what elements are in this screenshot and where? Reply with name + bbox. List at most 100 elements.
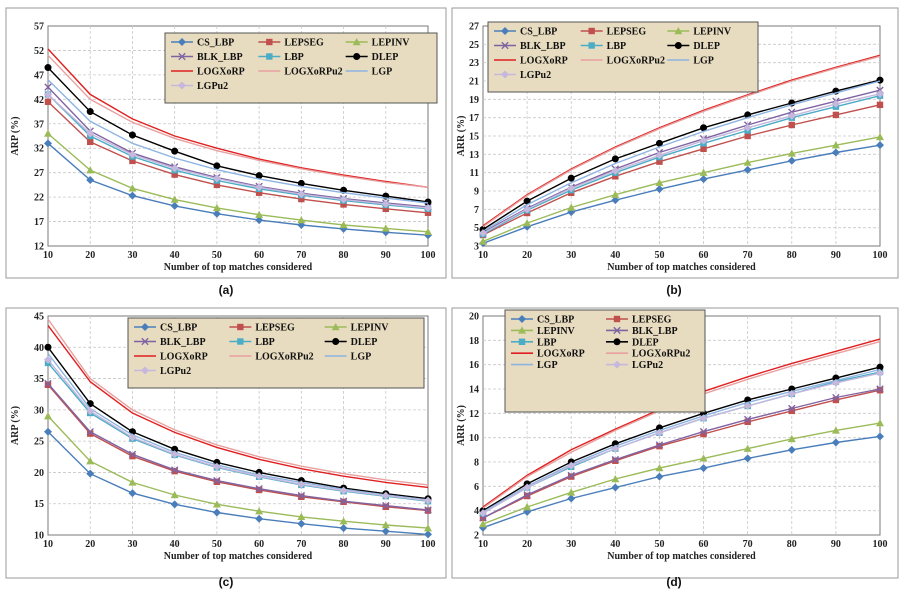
data-point bbox=[340, 201, 347, 208]
legend-label: DLEP bbox=[351, 337, 378, 348]
legend-marker bbox=[178, 38, 186, 46]
legend-label: LEPINV bbox=[537, 326, 576, 337]
data-point bbox=[832, 393, 840, 402]
data-point bbox=[699, 175, 708, 184]
data-point bbox=[424, 209, 432, 216]
data-point bbox=[523, 503, 532, 511]
series-dlep bbox=[44, 343, 432, 503]
data-point bbox=[381, 199, 390, 208]
data-point bbox=[876, 132, 884, 141]
legend-marker bbox=[332, 337, 340, 345]
legend-item-logxorp: LOGXoRP bbox=[171, 67, 245, 78]
data-point bbox=[567, 494, 576, 503]
data-point bbox=[424, 203, 432, 212]
y-tick-label: 21 bbox=[469, 77, 479, 88]
data-point bbox=[479, 229, 487, 238]
legend-box bbox=[487, 21, 759, 93]
legend-label: LGP bbox=[693, 56, 714, 67]
data-point bbox=[44, 90, 52, 99]
y-tick-label: 25 bbox=[34, 437, 44, 448]
series-logxorpu2 bbox=[47, 318, 429, 486]
y-axis-label: ARP (%) bbox=[10, 116, 21, 155]
data-point bbox=[611, 483, 620, 492]
legend-item-blk_lbp: BLK_LBP bbox=[606, 326, 678, 337]
y-tick-label: 5 bbox=[474, 223, 479, 234]
data-point bbox=[382, 501, 390, 510]
series-lgpu2 bbox=[44, 355, 432, 505]
legend-marker bbox=[518, 326, 526, 334]
x-tick-label: 60 bbox=[699, 539, 709, 550]
legend-label: BLK_LBP bbox=[632, 326, 678, 337]
legend-label: LBP bbox=[284, 52, 303, 63]
data-point bbox=[170, 500, 179, 509]
x-tick-label: 90 bbox=[381, 250, 391, 261]
series-line bbox=[47, 353, 429, 501]
y-tick-label: 19 bbox=[469, 95, 479, 106]
legend-marker bbox=[674, 41, 682, 49]
data-point bbox=[44, 427, 52, 436]
legend-label: LOGXoRPu2 bbox=[632, 349, 690, 360]
series-logxorp bbox=[482, 54, 881, 227]
x-tick-label: 100 bbox=[873, 250, 888, 261]
series-line bbox=[482, 388, 881, 519]
data-point bbox=[567, 471, 575, 480]
panel-caption: (d) bbox=[666, 575, 681, 589]
series-lgp bbox=[47, 353, 429, 501]
data-point bbox=[86, 457, 95, 465]
data-point bbox=[567, 203, 576, 211]
legend-item-lgp: LGP bbox=[324, 352, 371, 363]
x-tick-label: 20 bbox=[522, 250, 532, 261]
data-point bbox=[128, 433, 137, 442]
legend-item-logxorp: LOGXoRP bbox=[511, 349, 585, 360]
series-line bbox=[47, 93, 429, 210]
y-tick-label: 6 bbox=[474, 482, 479, 493]
series-line bbox=[47, 415, 429, 529]
data-point bbox=[170, 201, 179, 210]
data-point bbox=[87, 430, 94, 437]
data-point bbox=[831, 99, 840, 108]
legend-marker bbox=[178, 52, 186, 61]
x-tick-label: 30 bbox=[127, 539, 137, 550]
series-lgp bbox=[482, 80, 881, 232]
data-point bbox=[611, 166, 620, 175]
legend-marker bbox=[613, 338, 621, 346]
legend-label: LOGXoRPu2 bbox=[284, 67, 342, 78]
legend-label: LOGXoRP bbox=[537, 349, 585, 360]
data-point bbox=[212, 500, 221, 508]
data-point bbox=[213, 162, 221, 170]
x-tick-label: 60 bbox=[254, 250, 264, 261]
data-point bbox=[212, 462, 221, 471]
data-point bbox=[656, 442, 663, 450]
y-axis-label: ARR (%) bbox=[456, 116, 467, 157]
series-line bbox=[482, 89, 881, 233]
legend-item-lgpu2: LGPu2 bbox=[134, 366, 191, 377]
data-point bbox=[744, 418, 751, 426]
y-tick-label: 9 bbox=[474, 187, 479, 198]
legend-item-blk_lbp: BLK_LBP bbox=[494, 41, 566, 52]
data-point bbox=[298, 195, 305, 203]
series-lepinv bbox=[44, 129, 432, 236]
series-line bbox=[482, 372, 881, 514]
legend-label: BLK_LBP bbox=[197, 52, 243, 63]
x-tick-label: 40 bbox=[610, 250, 620, 261]
legend-label: BLK_LBP bbox=[160, 337, 206, 348]
series-line bbox=[482, 422, 881, 525]
legend-item-lgpu2: LGPu2 bbox=[606, 360, 663, 371]
x-tick-label: 10 bbox=[478, 250, 488, 261]
series-lgp bbox=[47, 79, 429, 204]
legend-label: LEPSEG bbox=[607, 27, 647, 38]
legend-marker bbox=[674, 27, 683, 35]
data-point bbox=[255, 514, 264, 523]
legend-box bbox=[127, 317, 425, 389]
series-logxorpu2 bbox=[47, 54, 429, 188]
series-line bbox=[482, 55, 881, 228]
data-point bbox=[831, 438, 840, 447]
legend-item-logxorpu2: LOGXoRPu2 bbox=[258, 67, 343, 78]
legend-marker bbox=[353, 52, 361, 60]
data-point bbox=[788, 404, 796, 413]
legend-label: DLEP bbox=[632, 337, 659, 348]
data-point bbox=[382, 503, 389, 511]
legend-label: LEPSEG bbox=[284, 38, 324, 49]
series-cs_lbp bbox=[44, 427, 432, 539]
legend-marker bbox=[613, 315, 621, 323]
